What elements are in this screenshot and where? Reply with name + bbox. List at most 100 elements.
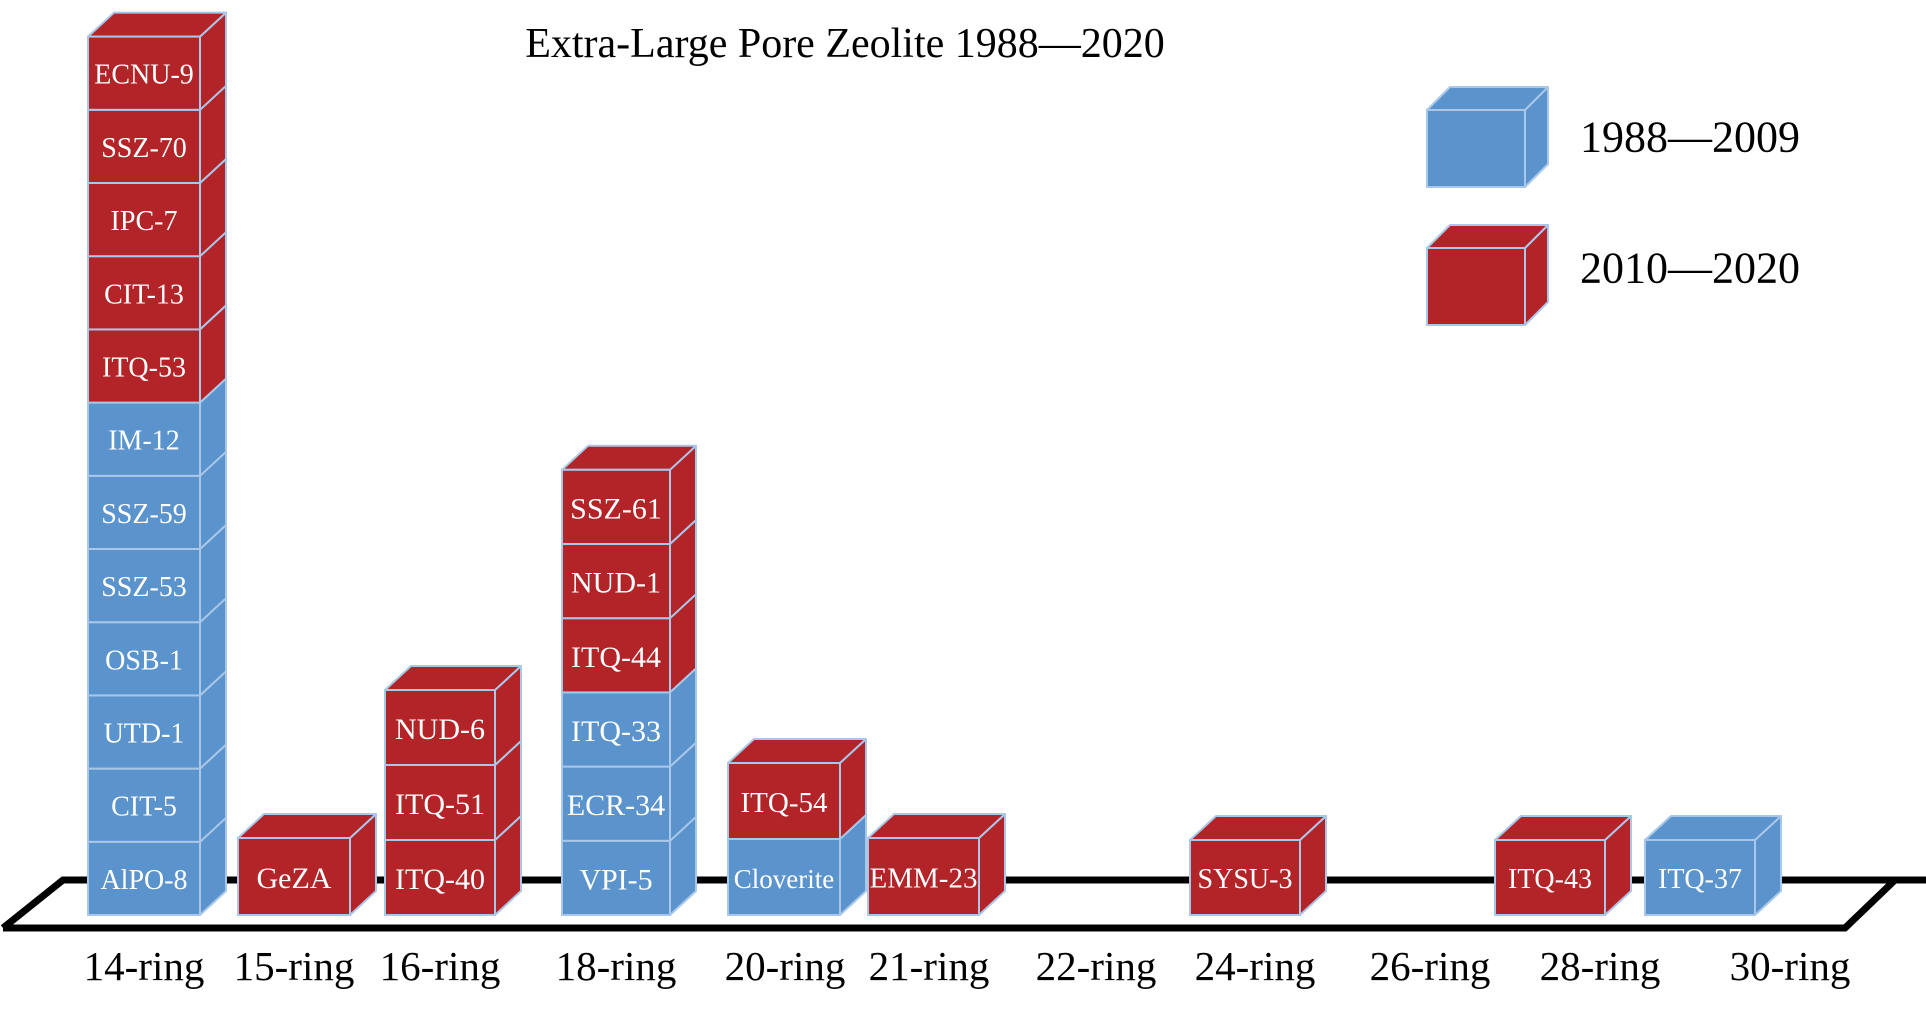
block-front-face xyxy=(87,621,201,697)
column-20-ring: Cloverite ITQ-54 xyxy=(727,738,867,916)
legend-item-red: 2010—2020 xyxy=(1426,224,1800,326)
block-front-face xyxy=(1494,839,1606,916)
legend-item-blue: 1988—2009 xyxy=(1426,86,1800,188)
block-UTD-1: UTD-1 xyxy=(87,670,227,770)
block-label: OSB-1 xyxy=(105,645,183,676)
block-label: CIT-5 xyxy=(111,792,177,823)
block-label: GeZA xyxy=(257,862,332,895)
column-14-ring: AlPO-8 CIT-5 UTD-1 OSB-1 SSZ-53 SSZ-59 IM-12 IT… xyxy=(87,11,227,916)
block-front-face xyxy=(727,762,841,840)
block-front-face xyxy=(87,840,201,916)
column-18-ring: VPI-5 ECR-34 ITQ-33 ITQ-44 NUD-1 SSZ-61 xyxy=(561,444,697,916)
block-CIT-13: CIT-13 xyxy=(87,231,227,331)
axis-label-22-ring: 22-ring xyxy=(1036,943,1157,989)
block-label: IPC-7 xyxy=(111,206,178,237)
column-30-ring: ITQ-37 xyxy=(1644,815,1782,916)
block-top-face xyxy=(87,11,227,38)
block-label: ITQ-53 xyxy=(102,353,186,384)
block-SYSU-3: SYSU-3 xyxy=(1189,815,1327,916)
column-24-ring: SYSU-3 xyxy=(1189,815,1327,916)
block-label: ECNU-9 xyxy=(94,60,194,91)
axis-label-14-ring: 14-ring xyxy=(84,943,205,989)
block-top-face xyxy=(237,813,377,839)
block-OSB-1: OSB-1 xyxy=(87,597,227,697)
block-label: ITQ-54 xyxy=(741,787,828,819)
axis-label-21-ring: 21-ring xyxy=(869,943,990,989)
block-front-face xyxy=(87,548,201,624)
block-GeZA: GeZA xyxy=(237,813,377,916)
block-IM-12: IM-12 xyxy=(87,377,227,477)
block-front-face xyxy=(87,694,201,770)
block-EMM-23: EMM-23 xyxy=(867,813,1006,916)
block-SSZ-70: SSZ-70 xyxy=(87,84,227,184)
block-front-face xyxy=(561,468,671,545)
block-front-face xyxy=(561,617,671,694)
legend-label-blue: 1988—2009 xyxy=(1580,113,1800,162)
axis-label-28-ring: 28-ring xyxy=(1540,943,1661,989)
block-front-face xyxy=(727,838,841,916)
block-front-face xyxy=(87,474,201,550)
block-label: SSZ-70 xyxy=(101,133,187,164)
block-label: ITQ-44 xyxy=(571,641,661,674)
block-label: SYSU-3 xyxy=(1198,864,1293,895)
block-label: NUD-1 xyxy=(571,567,661,600)
block-front-face xyxy=(561,543,671,620)
block-label: ITQ-33 xyxy=(571,715,661,748)
block-front-face xyxy=(1189,839,1301,916)
legend: 1988—2009 2010—2020 xyxy=(1426,86,1800,326)
block-top-face xyxy=(1426,86,1549,111)
block-label: ITQ-37 xyxy=(1658,864,1742,895)
block-Cloverite: Cloverite xyxy=(727,814,867,916)
block-front-face xyxy=(1426,247,1526,326)
block-front-face xyxy=(1644,839,1756,916)
chart-title: Extra-Large Pore Zeolite 1988—2020 xyxy=(525,21,1165,67)
block-label: IM-12 xyxy=(108,426,180,457)
block-front-face xyxy=(87,767,201,843)
block-front-face xyxy=(384,689,496,766)
block-front-face xyxy=(87,35,201,111)
block-IPC-7: IPC-7 xyxy=(87,158,227,258)
block-SSZ-59: SSZ-59 xyxy=(87,450,227,550)
block-VPI-5: VPI-5 xyxy=(561,815,697,916)
block-ITQ-54: ITQ-54 xyxy=(727,738,867,840)
block-label: ECR-34 xyxy=(567,789,665,822)
block-front-face xyxy=(237,837,351,916)
block-top-face xyxy=(1426,224,1549,249)
block-front-face xyxy=(867,837,980,916)
axis-label-24-ring: 24-ring xyxy=(1195,943,1316,989)
legend-label-red: 2010—2020 xyxy=(1580,244,1800,293)
block-front-face xyxy=(87,255,201,331)
axis-label-30-ring: 30-ring xyxy=(1730,943,1851,989)
block-front-face xyxy=(87,401,201,477)
block-ITQ-53: ITQ-53 xyxy=(87,304,227,404)
block-front-face xyxy=(561,839,671,916)
block-SSZ-53: SSZ-53 xyxy=(87,524,227,624)
block-front-face xyxy=(561,765,671,842)
block-AlPO-8: AlPO-8 xyxy=(87,816,227,916)
block-front-face xyxy=(87,328,201,404)
block-label: ITQ-51 xyxy=(395,788,485,821)
block-label: UTD-1 xyxy=(104,719,185,750)
block-label: VPI-5 xyxy=(579,863,652,896)
block-ECR-34: ECR-34 xyxy=(561,741,697,842)
block-SSZ-61: SSZ-61 xyxy=(561,444,697,545)
axis-label-20-ring: 20-ring xyxy=(725,943,846,989)
block-label: ITQ-43 xyxy=(1508,864,1592,895)
column-15-ring: GeZA xyxy=(237,813,377,916)
block-label: Cloverite xyxy=(734,864,834,894)
block-front-face xyxy=(87,182,201,258)
axis-label-26-ring: 26-ring xyxy=(1370,943,1491,989)
block-label: NUD-6 xyxy=(395,713,485,746)
block-front-face xyxy=(1426,109,1526,188)
axis-label-18-ring: 18-ring xyxy=(556,943,677,989)
block-label: CIT-13 xyxy=(104,279,184,310)
column-16-ring: ITQ-40 ITQ-51 NUD-6 xyxy=(384,665,522,916)
block-ITQ-43: ITQ-43 xyxy=(1494,815,1632,916)
block-top-face xyxy=(727,738,867,764)
block-label: EMM-23 xyxy=(870,863,978,895)
block-label: SSZ-59 xyxy=(101,499,187,530)
block-label: SSZ-61 xyxy=(570,492,662,525)
block-label: SSZ-53 xyxy=(101,572,187,603)
